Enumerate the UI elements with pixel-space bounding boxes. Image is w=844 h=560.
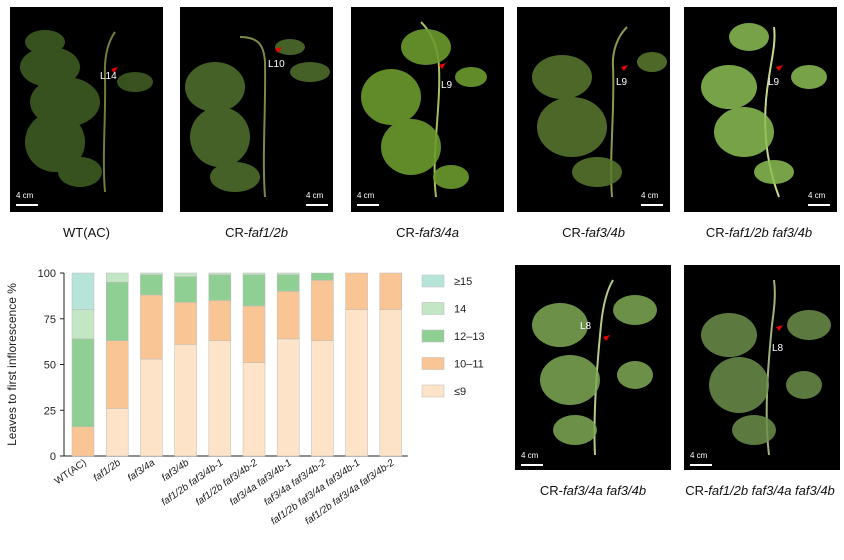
scale-bar: 4 cm bbox=[808, 191, 837, 206]
bar-segment bbox=[208, 274, 232, 301]
plant-illustration bbox=[532, 26, 667, 198]
plant-illustration bbox=[361, 21, 487, 198]
scale-bar: 4 cm bbox=[641, 191, 670, 206]
caption-faf1-2b-faf3-4a-faf3-4b: CR-faf1/2b faf3/4a faf3/4b bbox=[685, 483, 835, 498]
caption-faf1-2b: CR-faf1/2b bbox=[225, 225, 288, 240]
bar-segment bbox=[208, 300, 232, 341]
y-tick-label: 100 bbox=[38, 268, 56, 280]
bar-segment bbox=[208, 272, 232, 276]
scale-bar: 4 cm bbox=[16, 191, 46, 206]
bar-segment bbox=[311, 340, 334, 457]
plant-illustration bbox=[185, 36, 330, 198]
plant-photo-faf1-2b-faf3-4b: L9 4 cm bbox=[684, 7, 837, 212]
bar-segment bbox=[174, 276, 197, 303]
caption-faf3-4a-faf3-4b: CR-faf3/4a faf3/4b bbox=[539, 483, 647, 498]
caption-wt: WT(AC) bbox=[63, 225, 110, 240]
stacked-bar-chart: 0 25 50 75 100 Leaves to first inflorescence … bbox=[5, 268, 485, 527]
bar-segment bbox=[140, 294, 163, 360]
bar-segment bbox=[174, 272, 197, 277]
x-tick-label: faf1/2b bbox=[92, 457, 124, 484]
scale-bar: 4 cm bbox=[690, 451, 720, 466]
bar-segment bbox=[242, 362, 266, 457]
legend-label: 12–13 bbox=[454, 331, 485, 343]
bar-segment bbox=[242, 274, 266, 307]
caption-faf1-2b-faf3-4b: CR-faf1/2b faf3/4b bbox=[705, 225, 813, 240]
leaf-label: L9 bbox=[768, 77, 780, 88]
bar-segment bbox=[379, 309, 403, 457]
plant-photo-faf3-4a: L9 4 cm bbox=[351, 7, 504, 212]
bar-segment bbox=[174, 344, 197, 457]
bar-segment bbox=[208, 340, 232, 457]
scale-bar: 4 cm bbox=[357, 191, 387, 206]
legend-swatch bbox=[421, 274, 445, 288]
bar-segment bbox=[71, 272, 95, 310]
legend-swatch bbox=[421, 329, 445, 343]
y-tick-label: 50 bbox=[44, 360, 56, 372]
bar-segment bbox=[105, 281, 129, 341]
caption-faf3-4b: CR-faf3/4b bbox=[562, 225, 625, 240]
x-tick-label: faf3/4a bbox=[126, 457, 158, 484]
bar-segment bbox=[345, 309, 368, 457]
bar-segment bbox=[105, 272, 129, 283]
bar-segment bbox=[276, 272, 300, 276]
y-tick-label: 75 bbox=[44, 314, 56, 326]
plant-photo-faf3-4a-faf3-4b: L8 4 cm bbox=[515, 265, 671, 470]
bar-segment bbox=[311, 272, 334, 281]
bar-segment bbox=[276, 291, 300, 340]
bar-segment bbox=[276, 274, 300, 292]
legend-label: 14 bbox=[454, 304, 466, 316]
plant-photo-wt: L14 4 cm bbox=[10, 7, 163, 212]
legend-swatch bbox=[421, 302, 445, 315]
plant-photo-faf3-4b: L9 4 cm bbox=[517, 7, 670, 212]
leaf-label: L10 bbox=[268, 59, 285, 70]
bar-segment bbox=[242, 272, 266, 276]
scale-bar: 4 cm bbox=[306, 191, 333, 206]
leaf-label: L14 bbox=[100, 71, 117, 82]
plant-illustration bbox=[701, 23, 827, 198]
y-tick-label: 0 bbox=[50, 451, 56, 463]
bar-segment bbox=[276, 338, 300, 457]
leaf-label: L9 bbox=[616, 77, 628, 88]
plant-illustration bbox=[701, 279, 831, 456]
leaf-label: L9 bbox=[441, 80, 453, 91]
plant-photo-faf1-2b: L10 4 cm bbox=[180, 7, 333, 212]
bar-segment bbox=[71, 426, 95, 457]
x-tick-label: WT(AC) bbox=[53, 457, 89, 487]
legend-swatch bbox=[421, 384, 445, 398]
legend-label: ≥15 bbox=[454, 276, 472, 288]
legend-swatch bbox=[421, 357, 445, 370]
leaf-label: L8 bbox=[772, 343, 784, 354]
legend-label: ≤9 bbox=[454, 386, 466, 398]
legend-label: 10–11 bbox=[454, 359, 484, 371]
plant-illustration bbox=[20, 30, 153, 193]
bar-segment bbox=[105, 408, 129, 457]
y-tick-label: 25 bbox=[44, 405, 56, 417]
bar-segment bbox=[379, 272, 403, 310]
caption-faf3-4a: CR-faf3/4a bbox=[396, 225, 459, 240]
bar-segment bbox=[140, 358, 163, 457]
leaf-label: L8 bbox=[580, 321, 592, 332]
bar-segment bbox=[71, 309, 95, 340]
bar-segment bbox=[242, 305, 266, 363]
plant-illustration bbox=[532, 279, 657, 456]
bar-segment bbox=[345, 272, 368, 310]
bar-segment bbox=[174, 302, 197, 345]
bar-segment bbox=[140, 272, 163, 276]
bar-segment bbox=[105, 340, 129, 409]
bar-segment bbox=[140, 274, 163, 296]
y-axis-label: Leaves to first inflorescence % bbox=[5, 283, 19, 446]
scale-bar: 4 cm bbox=[521, 451, 551, 466]
bar-segment bbox=[311, 280, 334, 341]
plant-photo-faf1-2b-faf3-4a-faf3-4b: L8 4 cm bbox=[684, 265, 840, 470]
bar-segment bbox=[71, 338, 95, 427]
